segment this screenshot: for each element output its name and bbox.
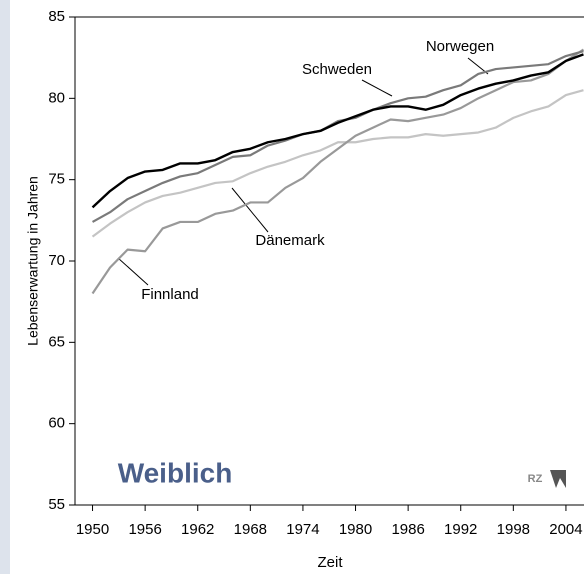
leader-line <box>361 79 393 97</box>
x-tick-label: 1956 <box>128 521 161 538</box>
series-line <box>91 50 584 223</box>
y-tick-label: 85 <box>48 8 65 25</box>
series-line <box>91 48 584 295</box>
y-tick-label: 70 <box>48 252 65 269</box>
side-strip <box>0 0 10 574</box>
x-tick-label: 1992 <box>444 521 477 538</box>
series-label: Norwegen <box>426 38 494 55</box>
series-line <box>91 53 584 209</box>
x-tick-label: 1998 <box>497 521 530 538</box>
leader-line <box>117 257 149 286</box>
y-axis-label: Lebenserwartung in Jahren <box>25 176 41 346</box>
logo: RZ <box>528 473 543 485</box>
x-tick-label: 1968 <box>234 521 267 538</box>
x-tick-label: 1962 <box>181 521 214 538</box>
series-label: Finnland <box>141 286 199 303</box>
x-tick-label: 1986 <box>391 521 424 538</box>
x-tick-label: 1950 <box>76 521 109 538</box>
subtitle: Weiblich <box>118 457 233 488</box>
y-tick-label: 80 <box>48 89 65 106</box>
y-tick-label: 60 <box>48 415 65 432</box>
leader-line <box>231 187 269 233</box>
y-tick-label: 55 <box>48 496 65 513</box>
x-tick-label: 2004 <box>549 521 582 538</box>
x-tick-label: 1974 <box>286 521 319 538</box>
x-tick-label: 1980 <box>339 521 372 538</box>
logo-icon <box>550 470 566 488</box>
x-axis-label: Zeit <box>317 554 343 571</box>
series-line <box>91 89 584 238</box>
y-tick-label: 75 <box>48 171 65 188</box>
series-label: Dänemark <box>255 232 325 249</box>
series-label: Schweden <box>302 61 372 78</box>
y-tick-label: 65 <box>48 333 65 350</box>
leader-lines <box>117 57 489 286</box>
